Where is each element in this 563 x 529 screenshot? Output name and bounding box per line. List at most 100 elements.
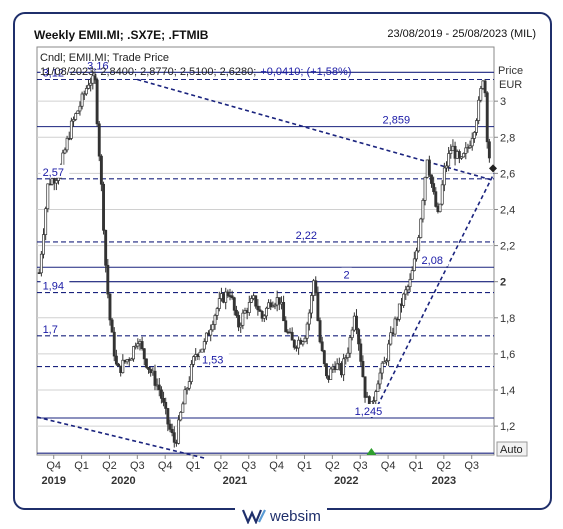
y-tick-label: 1,8 <box>500 313 515 325</box>
candle-body <box>80 93 84 107</box>
candle-body <box>76 110 80 114</box>
candle-body <box>241 312 245 326</box>
candle-body <box>412 258 416 271</box>
candle-body <box>415 250 418 260</box>
candle-body <box>318 320 322 343</box>
y-tick-label: 2,2 <box>500 241 515 253</box>
candle-body <box>346 352 350 358</box>
candle-body <box>472 132 476 139</box>
level-label-bg <box>380 112 416 126</box>
candle-body <box>460 156 463 159</box>
level-label: 2,859 <box>383 115 411 127</box>
candle-body <box>372 400 376 403</box>
candle-body <box>117 363 120 367</box>
candle-body <box>477 99 481 121</box>
level-label-bg <box>85 58 114 72</box>
candle-body <box>457 151 461 159</box>
candle-body <box>239 324 243 328</box>
x-tick-label: Q1 <box>74 460 89 472</box>
candle-body <box>39 253 43 274</box>
info-line-2: 11/08/2023; 2,8400; 2,8770; 2,5100; 2,62… <box>40 66 351 78</box>
level-label-bg <box>419 253 449 267</box>
candle-body <box>164 401 168 409</box>
candle-body <box>147 366 150 370</box>
candle-body <box>466 147 470 149</box>
candle-body <box>303 337 307 343</box>
level-label: 1,53 <box>202 355 223 367</box>
candle-body <box>348 337 352 354</box>
candle-body <box>200 348 204 353</box>
candle-body <box>271 305 275 308</box>
level-label: 2,57 <box>43 167 64 179</box>
candle-body <box>93 75 97 81</box>
auto-scale-button[interactable] <box>496 441 528 457</box>
candle-body <box>342 358 346 376</box>
candle-body <box>170 429 174 434</box>
x-tick-label: Q3 <box>464 460 479 472</box>
info-change: +0,0410; (+1,58%) <box>260 66 351 78</box>
level-label-bg <box>40 65 70 79</box>
candle-body <box>282 301 286 322</box>
candle-body <box>406 286 410 291</box>
candle-body <box>269 302 273 308</box>
candle-body <box>211 324 215 331</box>
candle-body <box>166 408 170 425</box>
y-tick-label: 2,8 <box>500 132 515 144</box>
candle-body <box>249 298 253 303</box>
x-tick-label: Q4 <box>381 460 396 472</box>
candle-body <box>440 184 444 205</box>
candle-body <box>234 309 238 316</box>
candle-body <box>376 383 380 392</box>
candle-body <box>247 302 251 313</box>
candle-body <box>256 305 260 311</box>
candle-body <box>65 137 69 151</box>
candle-body <box>397 303 401 320</box>
candle-body <box>258 309 262 312</box>
candle-body <box>380 362 384 374</box>
level-label: 1,7 <box>43 324 58 336</box>
candle-body <box>445 165 448 169</box>
candle-body <box>382 361 386 364</box>
y-tick-label: 3 <box>500 96 506 108</box>
candle-body <box>110 319 114 333</box>
candle-body <box>129 358 133 361</box>
candle-body <box>307 312 311 325</box>
level-label: 3,16 <box>87 60 108 72</box>
candle-body <box>292 339 296 348</box>
candle-body <box>97 123 101 157</box>
candle-body <box>434 191 438 207</box>
candle-body <box>204 332 208 342</box>
candle-body <box>74 113 78 120</box>
x-tick-label: Q2 <box>102 460 117 472</box>
candle-body <box>54 180 58 184</box>
candle-body <box>262 315 266 319</box>
level-label-bg <box>199 352 229 366</box>
candle-body <box>314 280 318 294</box>
year-label: 2020 <box>111 475 135 487</box>
candle-body <box>183 389 187 405</box>
candle-body <box>213 315 217 325</box>
trendline <box>36 416 207 460</box>
candle-body <box>69 120 73 139</box>
websim-logo: websim <box>235 506 327 526</box>
x-tick-label: Q4 <box>46 460 61 472</box>
y-tick-label: 1,4 <box>500 385 515 397</box>
candle-body <box>329 368 333 380</box>
candle-body <box>264 307 268 317</box>
candle-body <box>78 105 82 112</box>
candle-body <box>361 361 365 378</box>
trendline <box>370 173 495 419</box>
candle-body <box>61 152 65 166</box>
candle-body <box>106 264 110 295</box>
info-line-1: Cndl; EMII.MI; Trade Price <box>40 52 169 64</box>
candle-body <box>301 341 305 345</box>
candle-body <box>393 318 397 335</box>
candle-body <box>136 343 140 347</box>
candle-body <box>417 237 421 252</box>
candle-body <box>179 411 183 421</box>
year-label: 2022 <box>334 475 358 487</box>
trendline <box>137 78 495 182</box>
candle-body <box>153 370 157 386</box>
candle-body <box>385 360 388 363</box>
